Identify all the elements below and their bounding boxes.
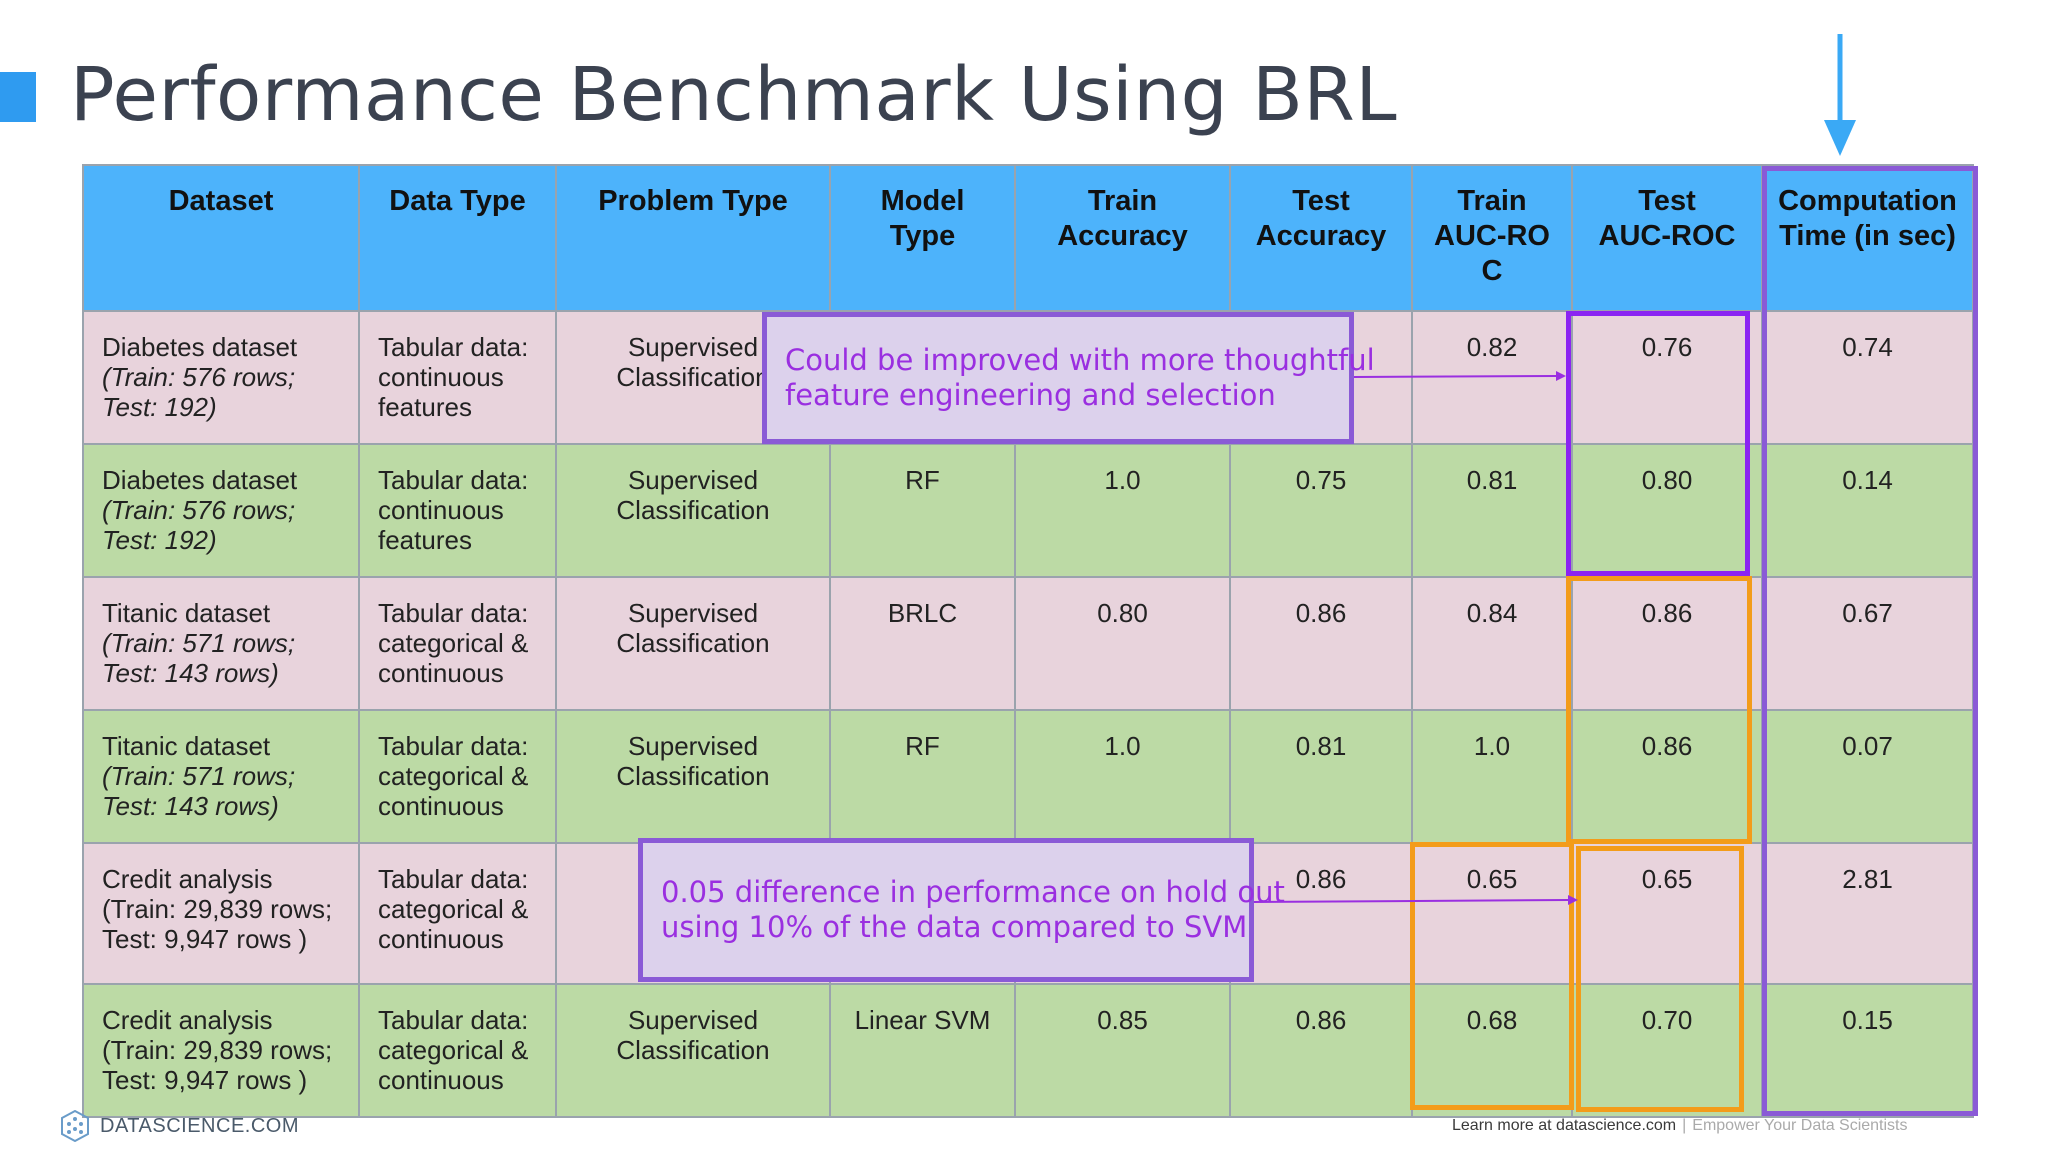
cell-problem-type: Supervised Classification: [555, 443, 831, 578]
cell-test-auc-roc: 0.65: [1571, 842, 1763, 985]
cell-test-auc-roc: 0.76: [1571, 310, 1763, 445]
callout-credit-note: 0.05 difference in performance on hold o…: [638, 838, 1285, 982]
down-arrow-icon: [1824, 34, 1856, 156]
cell-test-auc-roc: 0.86: [1571, 709, 1763, 844]
datascience-logo-icon: [61, 1110, 89, 1142]
cell-computation-time: 0.14: [1761, 443, 1974, 578]
table-row: Diabetes dataset (Train: 576 rows; Test:…: [82, 443, 1974, 578]
cell-computation-time: 0.07: [1761, 709, 1974, 844]
footer-logo-text: DATASCIENCE.COM: [100, 1114, 299, 1137]
cell-train-auc-roc: 0.84: [1411, 576, 1573, 711]
cell-dataset: Titanic dataset (Train: 571 rows; Test: …: [82, 576, 360, 711]
header-test-auc-roc: Test AUC-ROC: [1571, 164, 1763, 312]
cell-computation-time: 0.74: [1761, 310, 1974, 445]
table-row: Credit analysis (Train: 29,839 rows; Tes…: [82, 983, 1974, 1118]
cell-train-accuracy: 0.80: [1014, 576, 1231, 711]
cell-test-accuracy: 0.81: [1229, 709, 1413, 844]
cell-train-accuracy: 1.0: [1014, 443, 1231, 578]
header-problem-type: Problem Type: [555, 164, 831, 312]
footer-links: Learn more at datascience.com | Empower Yo…: [1452, 1117, 1908, 1135]
cell-train-auc-roc: 0.82: [1411, 310, 1573, 445]
header-train-auc-roc: Train AUC-RO C: [1411, 164, 1573, 312]
footer-separator: |: [1682, 1117, 1687, 1134]
cell-problem-type: Supervised Classification: [555, 709, 831, 844]
cell-test-accuracy: 0.86: [1229, 983, 1413, 1118]
header-data-type: Data Type: [358, 164, 557, 312]
cell-test-accuracy: 0.86: [1229, 576, 1413, 711]
cell-model-type: RF: [829, 443, 1016, 578]
cell-dataset: Diabetes dataset (Train: 576 rows; Test:…: [82, 310, 360, 445]
title-accent-square-icon: [0, 72, 36, 122]
cell-dataset: Titanic dataset (Train: 571 rows; Test: …: [82, 709, 360, 844]
cell-problem-type: Supervised Classification: [555, 983, 831, 1118]
cell-train-auc-roc: 0.81: [1411, 443, 1573, 578]
cell-data-type: Tabular data: continuous features: [358, 310, 557, 445]
cell-computation-time: 0.67: [1761, 576, 1974, 711]
cell-problem-type: Supervised Classification: [555, 576, 831, 711]
cell-data-type: Tabular data: continuous features: [358, 443, 557, 578]
header-test-accuracy: Test Accuracy: [1229, 164, 1413, 312]
cell-train-accuracy: 0.85: [1014, 983, 1231, 1118]
cell-model-type: BRLC: [829, 576, 1016, 711]
cell-computation-time: 0.15: [1761, 983, 1974, 1118]
header-dataset: Dataset: [82, 164, 360, 312]
table-header-row: Dataset Data Type Problem Type Model Type…: [82, 164, 1974, 312]
table-row: Titanic dataset (Train: 571 rows; Test: …: [82, 709, 1974, 844]
cell-train-accuracy: 1.0: [1014, 709, 1231, 844]
cell-dataset: Credit analysis (Train: 29,839 rows; Tes…: [82, 983, 360, 1118]
cell-test-auc-roc: 0.70: [1571, 983, 1763, 1118]
cell-test-accuracy: 0.86: [1229, 842, 1413, 985]
footer-learn-more-link[interactable]: Learn more at datascience.com: [1452, 1117, 1677, 1134]
cell-data-type: Tabular data: categorical & continuous: [358, 709, 557, 844]
cell-dataset: Credit analysis (Train: 29,839 rows; Tes…: [82, 842, 360, 985]
cell-computation-time: 2.81: [1761, 842, 1974, 985]
cell-test-accuracy: 0.75: [1229, 443, 1413, 578]
cell-data-type: Tabular data: categorical & continuous: [358, 576, 557, 711]
cell-model-type: RF: [829, 709, 1016, 844]
header-computation-time: Computation Time (in sec): [1761, 164, 1974, 312]
header-train-accuracy: Train Accuracy: [1014, 164, 1231, 312]
table-row: Titanic dataset (Train: 571 rows; Test: …: [82, 576, 1974, 711]
callout-diabetes-note: Could be improved with more thoughtful f…: [762, 312, 1375, 444]
cell-dataset: Diabetes dataset (Train: 576 rows; Test:…: [82, 443, 360, 578]
cell-data-type: Tabular data: categorical & continuous: [358, 842, 557, 985]
header-model-type: Model Type: [829, 164, 1016, 312]
footer-tagline: Empower Your Data Scientists: [1692, 1117, 1908, 1134]
cell-train-auc-roc: 0.65: [1411, 842, 1573, 985]
cell-train-auc-roc: 1.0: [1411, 709, 1573, 844]
cell-data-type: Tabular data: categorical & continuous: [358, 983, 557, 1118]
cell-model-type: Linear SVM: [829, 983, 1016, 1118]
cell-test-auc-roc: 0.80: [1571, 443, 1763, 578]
slide-title: Performance Benchmark Using BRL: [70, 52, 1398, 138]
footer-logo[interactable]: DATASCIENCE.COM: [60, 1110, 299, 1142]
cell-test-auc-roc: 0.86: [1571, 576, 1763, 711]
cell-train-auc-roc: 0.68: [1411, 983, 1573, 1118]
